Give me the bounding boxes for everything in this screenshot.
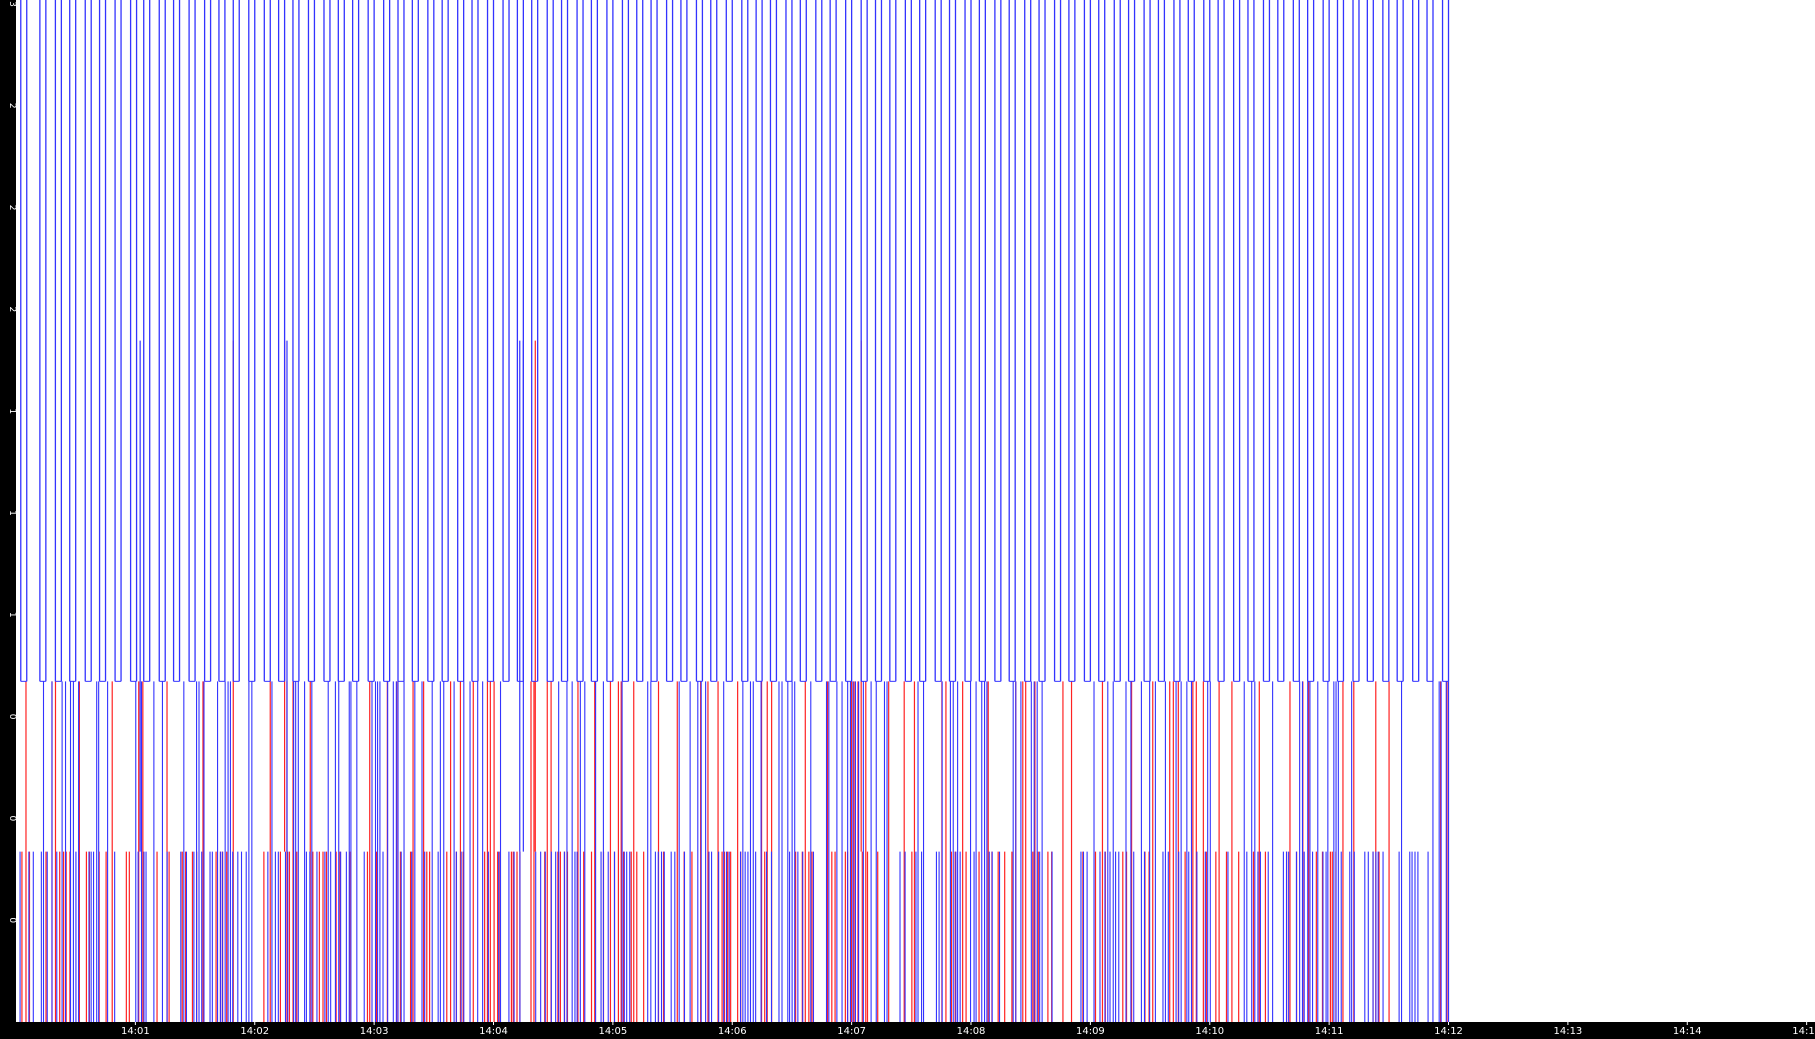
- y-tick-label: 2: [7, 205, 17, 211]
- x-axis: 14:01 14:02 14:03 14:04 14:05 14:06 14:07 14:08…: [121, 1022, 1815, 1037]
- y-tick-label: 3: [7, 1, 17, 7]
- x-tick-label: 14:11: [1315, 1026, 1344, 1037]
- x-tick-label: 14:03: [360, 1026, 389, 1037]
- y-tick-label: 1: [7, 510, 17, 516]
- y-tick-label: 1: [7, 612, 17, 618]
- y-axis: 3 2 2 2 1 1 1 0 0 0: [7, 1, 17, 923]
- x-tick-label: 14:01: [121, 1026, 150, 1037]
- x-tick-label: 14:13: [1553, 1026, 1582, 1037]
- y-tick-label: 0: [7, 714, 17, 720]
- x-tick-label: 14:06: [718, 1026, 747, 1037]
- x-tick-label: 14:12: [1434, 1026, 1463, 1037]
- x-tick-label: 14:14: [1673, 1026, 1702, 1037]
- y-tick-label: 1: [7, 408, 17, 414]
- x-tick-label: 14:05: [598, 1026, 627, 1037]
- blue-series: [19, 0, 1450, 1022]
- x-tick-label: 14:10: [1195, 1026, 1224, 1037]
- y-tick-label: 2: [7, 103, 17, 109]
- x-tick-label: 14:08: [957, 1026, 986, 1037]
- x-tick-label: 14:09: [1076, 1026, 1105, 1037]
- y-tick-label: 0: [7, 816, 17, 822]
- left-axis-strip: [0, 0, 16, 1039]
- y-tick-label: 0: [7, 917, 17, 923]
- x-tick-label: 14:07: [837, 1026, 866, 1037]
- bottom-axis-strip: [0, 1022, 1815, 1039]
- x-tick-label: 14:04: [479, 1026, 508, 1037]
- x-tick-label: 14:02: [240, 1026, 269, 1037]
- x-tick-label: 14:15: [1792, 1026, 1815, 1037]
- y-tick-label: 2: [7, 307, 17, 313]
